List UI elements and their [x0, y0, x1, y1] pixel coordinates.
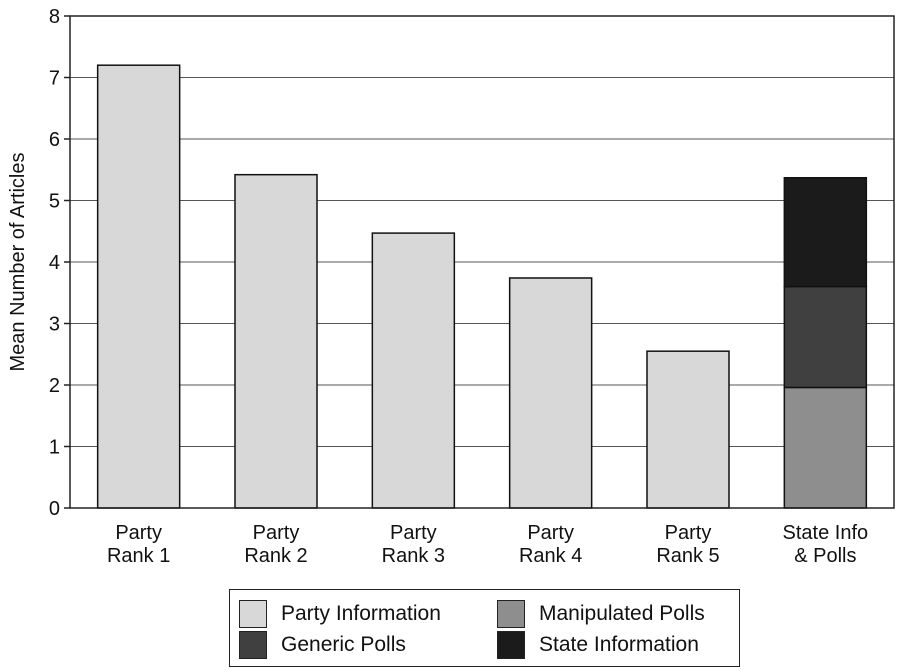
- x-tick-label: Party: [390, 522, 437, 544]
- y-tick-label: 7: [49, 68, 60, 90]
- x-tick-label: Rank 3: [382, 545, 445, 567]
- x-tick-label: Party: [115, 522, 162, 544]
- y-tick-label: 3: [49, 314, 60, 336]
- bar-segment: [783, 285, 868, 389]
- y-tick-label: 5: [49, 191, 60, 213]
- x-tick-label: Party: [665, 522, 712, 544]
- bar-segment: [371, 232, 456, 509]
- y-tick-label: 4: [49, 252, 60, 274]
- bar-segment: [234, 173, 318, 509]
- x-tick-label: Rank 4: [519, 545, 582, 567]
- y-tick-labels: 0 1 2 3 4 5 6 7 8: [49, 6, 70, 520]
- bar-segment: [646, 350, 730, 509]
- bar-segment: [783, 386, 868, 509]
- legend-swatch-generic-polls: [239, 631, 267, 659]
- legend: Party Information Manipulated Polls Gene…: [229, 589, 740, 667]
- x-tick-label: Rank 5: [656, 545, 719, 567]
- bar-segment: [783, 176, 868, 288]
- legend-item-state-information: State Information: [497, 630, 699, 660]
- y-tick-label: 8: [49, 6, 60, 28]
- grid-lines: [70, 77, 894, 447]
- x-tick-label: State Info: [783, 522, 869, 544]
- legend-label: State Information: [539, 633, 699, 656]
- legend-item-party-information: Party Information: [239, 599, 441, 629]
- bar-segment: [96, 64, 181, 509]
- legend-swatch-party-information: [239, 600, 267, 628]
- y-tick-label: 0: [49, 498, 60, 520]
- bar-segment: [508, 277, 593, 509]
- bars: [96, 64, 868, 509]
- legend-swatch-state-information: [497, 631, 525, 659]
- x-tick-label: Rank 2: [244, 545, 307, 567]
- legend-swatch-manipulated-polls: [497, 600, 525, 628]
- legend-item-manipulated-polls: Manipulated Polls: [497, 599, 705, 629]
- legend-label: Party Information: [281, 602, 441, 625]
- x-tick-label: & Polls: [794, 545, 856, 567]
- y-tick-label: 6: [49, 129, 60, 151]
- x-tick-label: Party: [527, 522, 574, 544]
- y-axis-label: Mean Number of Articles: [7, 153, 29, 372]
- legend-label: Manipulated Polls: [539, 602, 705, 625]
- legend-label: Generic Polls: [281, 633, 406, 656]
- y-tick-label: 2: [49, 375, 60, 397]
- y-tick-label: 1: [49, 437, 60, 459]
- legend-item-generic-polls: Generic Polls: [239, 630, 406, 660]
- x-tick-label: Rank 1: [107, 545, 170, 567]
- x-tick-label: Party: [253, 522, 300, 544]
